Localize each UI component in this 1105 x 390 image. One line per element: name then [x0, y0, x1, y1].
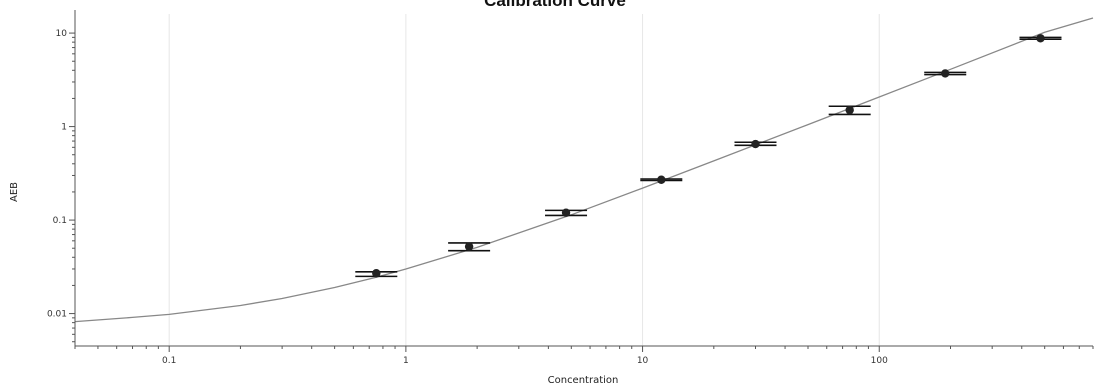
point-marker: [751, 139, 760, 149]
x-tick-label-2: 10: [637, 356, 649, 366]
x-tick-label-3: 100: [871, 356, 888, 366]
data-point-5: [828, 105, 871, 116]
y-tick-label-0: 0.01: [47, 310, 67, 320]
grid-layer: [168, 14, 880, 346]
y-tick-label-2: 1: [61, 123, 67, 133]
y-tick-label-3: 10: [56, 29, 68, 39]
point-marker: [845, 105, 854, 115]
fit-curve-layer: [74, 17, 1094, 323]
point-marker: [657, 175, 666, 184]
point-marker: [1036, 34, 1045, 43]
data-point-0: [355, 269, 398, 278]
data-point-3: [640, 175, 683, 184]
x-tick-label-0: 0.1: [162, 356, 176, 366]
y-tick-label-1: 0.1: [53, 216, 67, 226]
axes-layer: 0.1 1 10 100 0.01 0.1 1 10: [47, 10, 1094, 366]
data-point-1: [448, 242, 491, 252]
chart-title: Calibration Curve: [484, 0, 626, 10]
data-points-layer: [355, 34, 1062, 278]
data-point-6: [924, 69, 967, 78]
data-point-4: [734, 139, 777, 149]
x-axis-label: Concentration: [548, 375, 619, 386]
data-point-7: [1019, 34, 1062, 43]
point-marker: [372, 269, 381, 278]
point-marker: [464, 242, 474, 251]
point-marker: [941, 69, 950, 78]
y-axis-label: AEB: [9, 182, 20, 202]
fit-curve: [74, 17, 1094, 323]
x-tick-label-1: 1: [403, 356, 409, 366]
point-marker: [561, 208, 571, 217]
data-point-2: [545, 208, 588, 217]
